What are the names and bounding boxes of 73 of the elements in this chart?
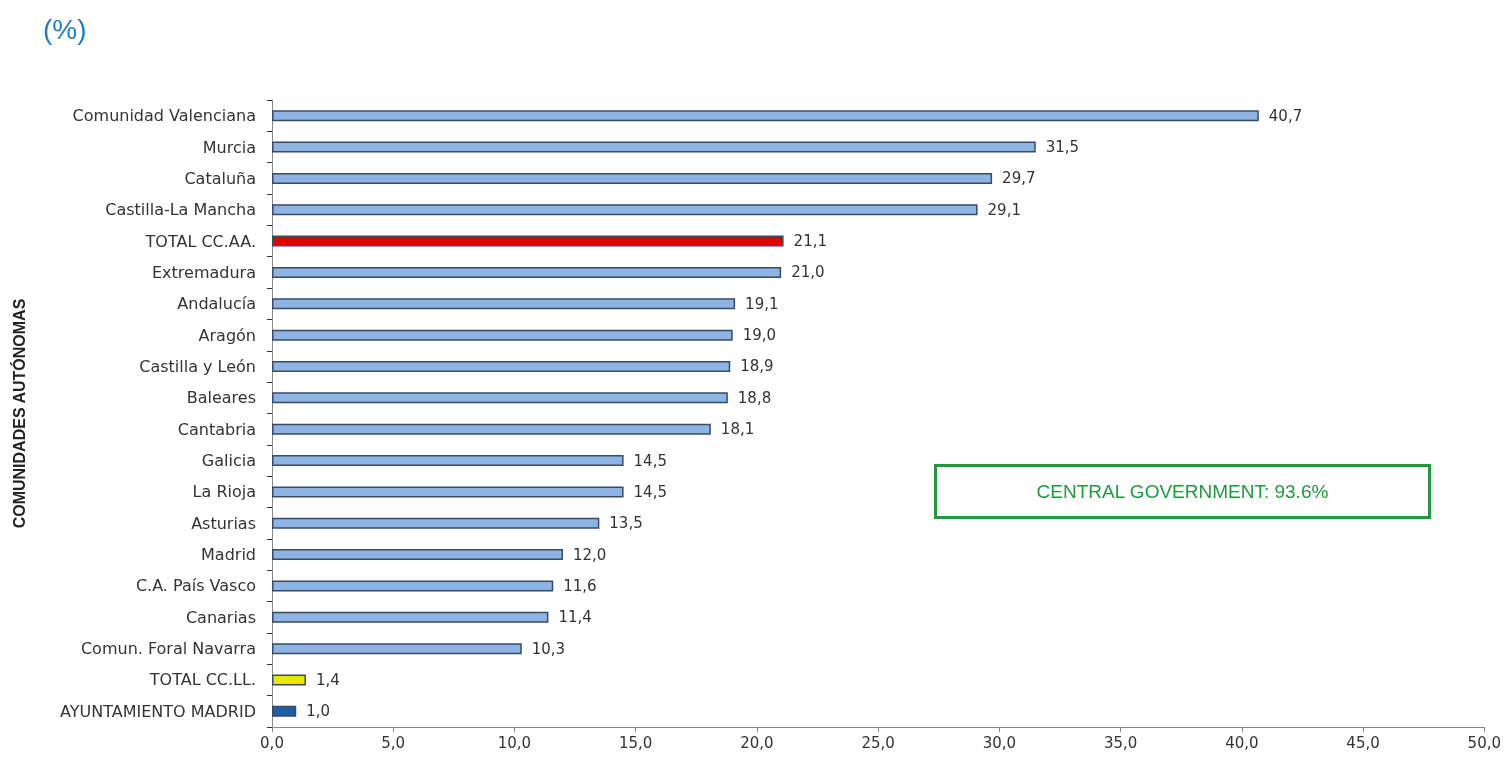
bar [272,360,731,372]
y-tick-label: Castilla y León [139,356,256,376]
y-tick-label: Comunidad Valenciana [72,106,256,126]
y-tick-label: Galicia [201,451,256,471]
data-label: 21,0 [791,263,825,282]
bar [272,266,782,278]
x-tick-label: 45,0 [1346,733,1380,752]
bar [272,141,1036,153]
data-label: 21,1 [793,232,827,251]
bar [272,110,1259,122]
bar [272,705,297,717]
y-tick-label: Asturias [191,513,256,533]
data-label: 13,5 [609,514,643,533]
data-label: 14,5 [633,482,667,501]
bar [272,235,784,247]
y-tick-label: Canarias [185,607,256,627]
bar [272,298,736,310]
y-tick-label: Aragón [198,325,256,345]
x-tick-label: 35,0 [1103,733,1138,752]
data-label: 10,3 [531,639,566,658]
y-tick-label: TOTAL CC.LL. [148,670,256,690]
y-tick-label: Madrid [201,545,256,565]
bar [272,549,563,561]
data-label: 31,5 [1045,138,1080,157]
y-tick-label: AYUNTAMIENTO MADRID [60,701,256,721]
y-tick-label: La Rioja [192,482,256,502]
data-label: 18,8 [737,388,772,407]
chart-title: (%) [43,13,87,45]
bar [272,580,554,592]
y-axis-title: COMUNIDADES AUTÓNOMAS [9,298,28,529]
y-tick-label: Extremadura [152,262,256,282]
x-tick-label: 40,0 [1225,733,1259,752]
bar [272,455,624,467]
bar [272,517,600,529]
x-tick-label: 20,0 [740,733,774,752]
data-label: 40,7 [1268,106,1303,125]
data-label: 12,0 [572,545,607,564]
data-label: 19,0 [742,326,777,345]
y-tick-label: Murcia [202,137,256,157]
bar [272,611,549,623]
y-tick-label: Castilla-La Mancha [105,200,256,220]
data-label: 29,7 [1002,169,1036,188]
x-tick-label: 10,0 [497,733,532,752]
data-label: 1,4 [315,670,340,689]
x-tick-label: 25,0 [861,733,895,752]
data-label: 11,4 [558,608,592,627]
y-tick-label: TOTAL CC.AA. [144,231,256,251]
data-label: 1,0 [306,702,331,721]
data-label: 14,5 [633,451,667,470]
x-tick-label: 0,0 [260,733,284,752]
bar [272,392,728,404]
y-tick-label: Comun. Foral Navarra [80,639,256,659]
y-tick-label: Baleares [186,388,256,408]
y-tick-label: Cataluña [184,168,256,188]
data-label: 19,1 [745,294,779,313]
bar [272,204,978,216]
data-label: 11,6 [563,576,597,595]
data-label: 29,1 [987,200,1021,219]
data-label: 18,9 [740,357,774,376]
bar [272,172,993,184]
y-tick-label: Cantabria [177,419,256,439]
y-tick-label: C.A. País Vasco [135,576,256,596]
y-tick-label: Andalucía [177,294,256,314]
x-tick-label: 50,0 [1467,733,1501,752]
bar [272,486,624,498]
x-tick-label: 5,0 [381,733,406,752]
x-tick-label: 15,0 [618,733,653,752]
bar [272,643,522,655]
bar [272,674,306,686]
bar [272,329,733,341]
data-label: 18,1 [720,420,755,439]
bar [272,423,711,435]
x-tick-label: 30,0 [982,733,1017,752]
